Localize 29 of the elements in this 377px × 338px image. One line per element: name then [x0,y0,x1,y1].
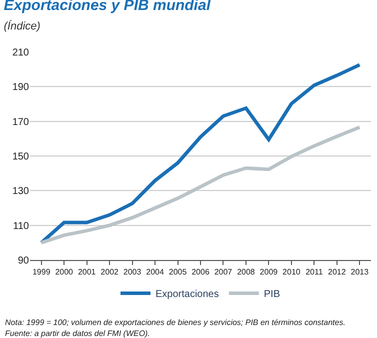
line-series [40,63,362,244]
y-tick-label: 110 [13,220,30,232]
x-tick-label: 2009 [260,268,278,277]
x-tick-label: 2006 [192,268,210,277]
source-note: Fuente: a partir de datos del FMI (WEO). [5,329,150,338]
y-tick-label: 190 [12,82,30,94]
line-series [40,125,362,244]
y-tick-label: 150 [12,152,30,162]
x-tick-label: 2007 [214,268,233,277]
y-tick-label: 90 [18,256,30,266]
y-tick-label: 170 [12,116,30,128]
x-tick-label: 2013 [350,268,370,277]
x-tick-label: 2004 [146,268,164,277]
x-tick-label: 2008 [237,268,256,277]
text: Nota: 1999 = 100; volumen de exportaciones de bienes y servicios; PIB en términos constantes. [5,318,346,327]
legend-label: PIB [264,289,280,300]
x-tick-label: 2005 [168,268,188,277]
y-tick-label: 210 [12,48,30,58]
x-tick-label: 2000 [55,268,74,277]
x-tick-label: 2010 [282,268,301,277]
x-tick-label: 2001 [78,268,96,277]
chart-subtitle: (Índice) [4,20,41,33]
x-tick-label: 2011 [306,268,324,277]
legend-label: Exportaciones [156,289,219,300]
y-tick-label: 130 [12,186,30,198]
x-tick-label: 1999 [32,268,51,277]
x-tick-label: 2012 [328,268,346,277]
x-tick-label: 2002 [100,268,120,277]
x-tick-label: 2003 [123,268,142,277]
